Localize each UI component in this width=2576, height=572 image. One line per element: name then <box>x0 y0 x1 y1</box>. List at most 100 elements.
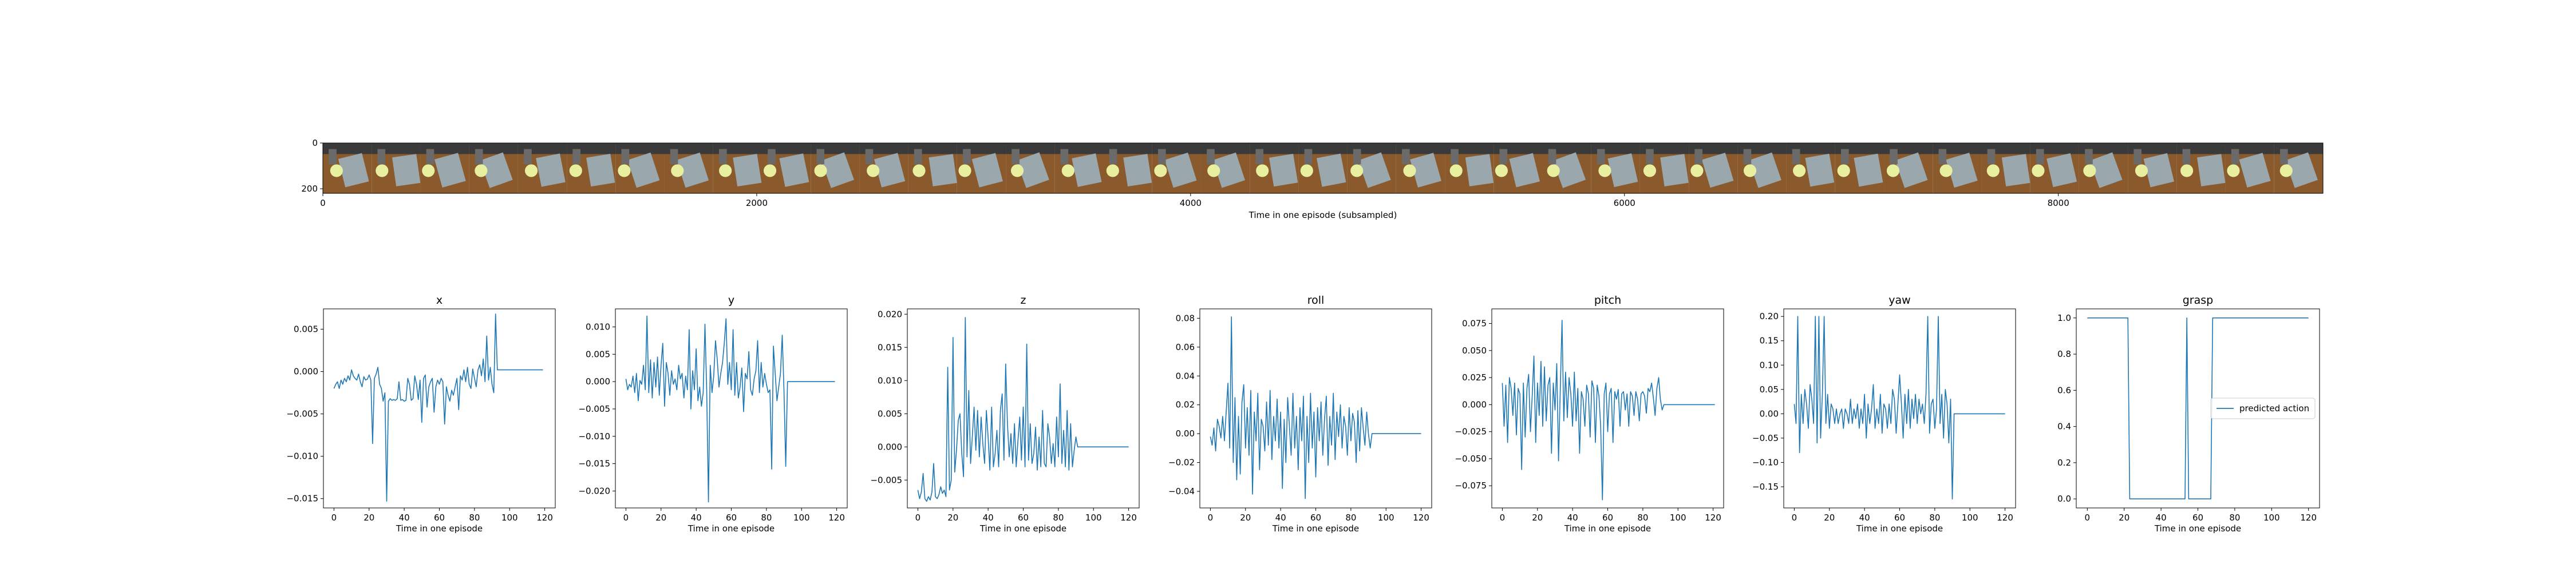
strip-frame <box>2030 143 2079 193</box>
frame-arm <box>1841 149 1849 164</box>
y-tick-label: 0.04 <box>1176 371 1195 381</box>
frame-object <box>392 154 420 186</box>
series-line <box>334 314 543 501</box>
x-tick-label: 20 <box>655 513 666 523</box>
frame-arm <box>1548 149 1556 164</box>
y-tick-label: 0.025 <box>1462 372 1487 383</box>
x-tick-label: 20 <box>947 513 958 523</box>
strip-frame <box>1006 143 1054 193</box>
y-tick-label: −0.15 <box>1752 482 1779 492</box>
x-tick-label: 80 <box>761 513 772 523</box>
frame-arm <box>1744 149 1752 164</box>
frame-arm <box>866 149 874 164</box>
frame-object <box>1854 154 1883 187</box>
frame-gripper <box>330 164 343 177</box>
frame-arm <box>1353 149 1361 164</box>
y-tick-label: 0.10 <box>1760 360 1779 370</box>
y-tick-label: 0 <box>312 138 318 148</box>
x-tick-label: 100 <box>2263 513 2280 523</box>
strip-frame <box>859 143 908 193</box>
strip-frame <box>420 143 469 193</box>
frame-gripper <box>1403 164 1416 177</box>
axes-frame <box>323 309 555 508</box>
subplot-roll: 0 20 40 60 80 100 120−0.04−0.020.000.020.040.0… <box>1168 294 1432 534</box>
x-tick-label: 20 <box>1824 513 1835 523</box>
strip-frame <box>1640 143 1689 193</box>
subplot-z: 0 20 40 60 80 100 120−0.0050.0000.0050.0100.01… <box>870 294 1139 534</box>
y-tick-label: 0.000 <box>878 442 902 452</box>
subplot-title: roll <box>1307 294 1325 307</box>
frame-arm <box>2231 149 2239 164</box>
x-tick-label: 80 <box>2229 513 2240 523</box>
x-tick-label: 0 <box>623 513 629 523</box>
x-tick-label: 40 <box>2156 513 2167 523</box>
strip-frame <box>1884 143 1933 193</box>
y-tick-label: 0.08 <box>1176 313 1195 323</box>
frame-arm <box>1694 149 1702 164</box>
x-tick-label: 100 <box>1670 513 1686 523</box>
frame-arm <box>768 149 776 164</box>
x-tick-label: 0 <box>1500 513 1506 523</box>
strip-frame <box>1348 143 1396 193</box>
frame-arm <box>1451 149 1459 164</box>
y-tick-label: −0.005 <box>286 409 318 419</box>
x-tick-label: 60 <box>1602 513 1613 523</box>
strip-frame <box>1542 143 1591 193</box>
strip-frame <box>1981 143 2030 193</box>
y-tick-label: 0.4 <box>2057 422 2071 432</box>
frame-gripper <box>1643 164 1656 177</box>
subplot-grasp: 0 20 40 60 80 100 120 0.0 0.2 0.4 0.6 0.8 1.0 grasp Ti… <box>2057 294 2320 534</box>
strip-frame <box>957 143 1006 193</box>
strip-frame <box>1494 143 1542 193</box>
frame-gripper <box>1690 164 1703 177</box>
frame-arm <box>1890 149 1898 164</box>
frame-gripper <box>1838 164 1850 177</box>
strip-frame <box>2274 143 2323 193</box>
frame-object <box>1269 154 1298 186</box>
series-line <box>1794 316 2005 499</box>
frame-arm <box>719 149 727 164</box>
frame-gripper <box>1207 164 1220 177</box>
strip-frame <box>615 143 664 193</box>
frame-gripper <box>1450 164 1463 177</box>
subplot-title: pitch <box>1594 294 1621 307</box>
y-tick-label: 0.075 <box>1462 319 1487 329</box>
x-tick-label: 2000 <box>746 198 768 208</box>
frame-arm <box>2183 149 2191 164</box>
x-tick-label: 100 <box>793 513 810 523</box>
x-tick-label: 120 <box>1705 513 1721 523</box>
strip-xlabel: Time in one episode (subsampled) <box>1249 210 1397 220</box>
strip-frame <box>469 143 518 193</box>
frame-gripper <box>814 164 827 177</box>
frame-arm <box>524 149 532 164</box>
strip-frame <box>1689 143 1737 193</box>
y-tick-label: 200 <box>301 184 318 194</box>
x-tick-label: 40 <box>399 513 410 523</box>
x-tick-label: 60 <box>1894 513 1905 523</box>
x-tick-label: 20 <box>1240 513 1251 523</box>
frame-arm <box>1938 149 1946 164</box>
series-line <box>1502 320 1714 500</box>
y-tick-label: 0.05 <box>1760 384 1779 395</box>
x-tick-label: 80 <box>1929 513 1940 523</box>
frame-arm <box>475 149 483 164</box>
frame-arm <box>1499 149 1507 164</box>
strip-frame <box>1933 143 1981 193</box>
y-tick-label: −0.02 <box>1168 458 1195 468</box>
subplot-xlabel: Time in one episode <box>396 523 483 534</box>
frame-gripper <box>764 164 776 177</box>
x-tick-label: 80 <box>1345 513 1356 523</box>
x-tick-label: 0 <box>320 198 326 208</box>
x-tick-label: 20 <box>2119 513 2129 523</box>
frame-gripper <box>1744 164 1756 177</box>
strip-frame <box>1737 143 1786 193</box>
y-tick-label: 0.005 <box>294 324 318 335</box>
strip-frame <box>908 143 957 193</box>
x-tick-label: 60 <box>1310 513 1321 523</box>
strip-frame <box>372 143 420 193</box>
subplot-pitch: 0 20 40 60 80 100 120−0.075−0.050−0.0250.0000.… <box>1455 294 1724 534</box>
frame-gripper <box>1887 164 1899 177</box>
subplot-xlabel: Time in one episode <box>1856 523 1943 534</box>
subplot-xlabel: Time in one episode <box>979 523 1066 534</box>
axes-frame <box>615 309 847 508</box>
